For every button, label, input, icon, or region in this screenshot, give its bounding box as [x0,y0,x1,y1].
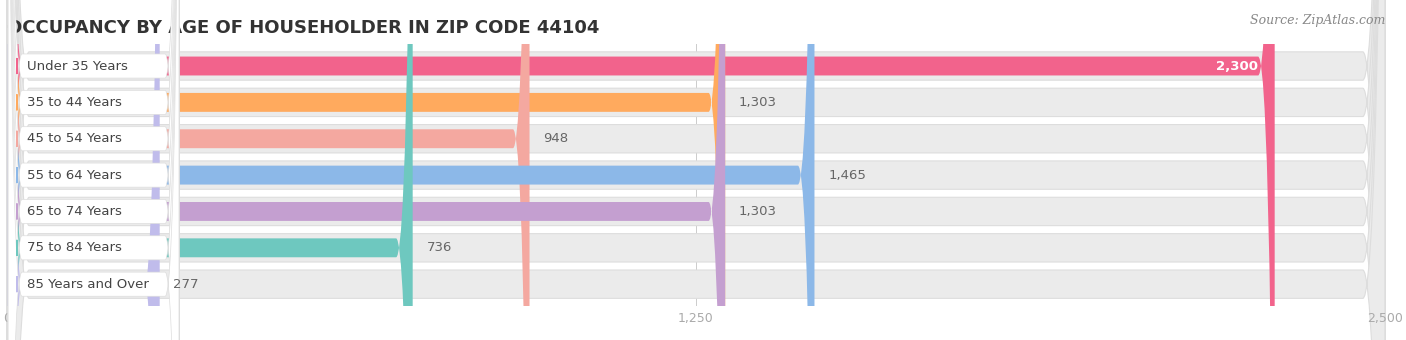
Text: 2,300: 2,300 [1216,59,1258,72]
FancyBboxPatch shape [7,0,1385,340]
FancyBboxPatch shape [7,0,160,340]
FancyBboxPatch shape [7,0,530,340]
FancyBboxPatch shape [8,0,179,340]
Text: 277: 277 [173,278,200,291]
Text: 75 to 84 Years: 75 to 84 Years [27,241,122,254]
FancyBboxPatch shape [7,0,814,340]
Text: 55 to 64 Years: 55 to 64 Years [27,169,122,182]
Text: 1,303: 1,303 [740,205,778,218]
Text: 1,465: 1,465 [828,169,866,182]
FancyBboxPatch shape [7,0,725,340]
FancyBboxPatch shape [7,0,1385,340]
FancyBboxPatch shape [8,0,179,340]
FancyBboxPatch shape [7,0,1385,340]
Text: 736: 736 [426,241,451,254]
FancyBboxPatch shape [7,0,1385,340]
Text: 1,303: 1,303 [740,96,778,109]
FancyBboxPatch shape [8,0,179,340]
FancyBboxPatch shape [8,0,179,340]
Text: 65 to 74 Years: 65 to 74 Years [27,205,122,218]
FancyBboxPatch shape [8,0,179,340]
Text: Source: ZipAtlas.com: Source: ZipAtlas.com [1250,14,1385,27]
FancyBboxPatch shape [8,0,179,340]
Text: 35 to 44 Years: 35 to 44 Years [27,96,122,109]
FancyBboxPatch shape [8,0,179,340]
FancyBboxPatch shape [7,0,1385,340]
Text: 85 Years and Over: 85 Years and Over [27,278,149,291]
Text: Under 35 Years: Under 35 Years [27,59,128,72]
FancyBboxPatch shape [7,0,725,340]
Text: OCCUPANCY BY AGE OF HOUSEHOLDER IN ZIP CODE 44104: OCCUPANCY BY AGE OF HOUSEHOLDER IN ZIP C… [7,19,599,37]
FancyBboxPatch shape [7,0,1385,340]
Text: 45 to 54 Years: 45 to 54 Years [27,132,122,145]
Text: 948: 948 [543,132,568,145]
FancyBboxPatch shape [7,0,1385,340]
FancyBboxPatch shape [7,0,413,340]
FancyBboxPatch shape [7,0,1275,340]
